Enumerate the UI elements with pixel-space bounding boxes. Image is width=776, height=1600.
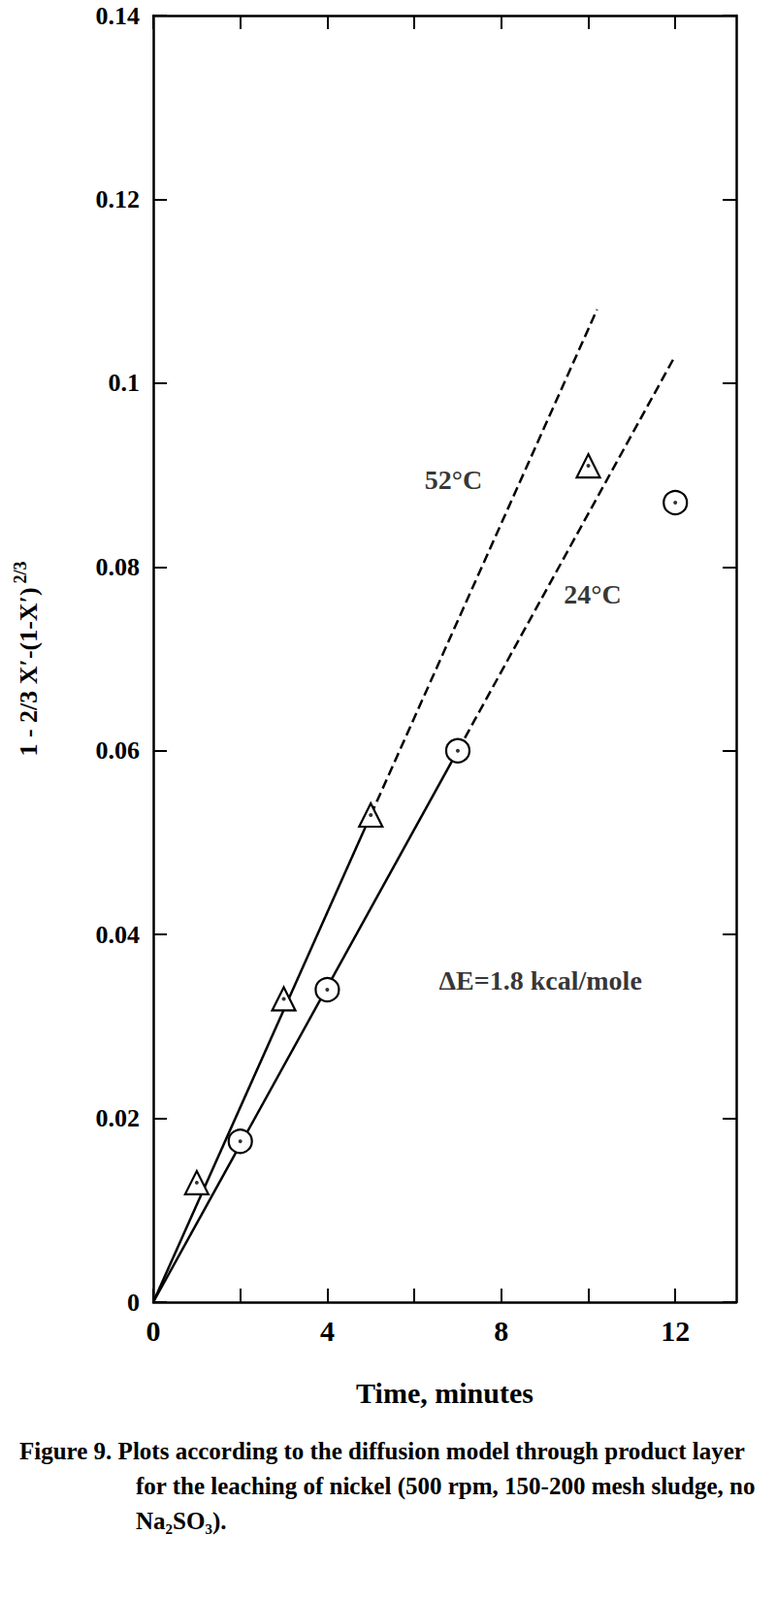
svg-text:0.12: 0.12 <box>96 185 141 214</box>
svg-text:Time, minutes: Time, minutes <box>355 1376 534 1409</box>
svg-text:12: 12 <box>660 1314 690 1347</box>
svg-text:1 - 2/3 X′-(1-X′): 1 - 2/3 X′-(1-X′) <box>14 586 43 756</box>
svg-text:0.14: 0.14 <box>96 1 141 31</box>
svg-text:24°C: 24°C <box>563 579 621 610</box>
svg-text:0: 0 <box>146 1314 162 1347</box>
svg-text:0.04: 0.04 <box>96 920 141 949</box>
svg-text:0.08: 0.08 <box>96 552 141 582</box>
svg-text:0.02: 0.02 <box>96 1103 141 1132</box>
svg-text:0.1: 0.1 <box>108 368 141 397</box>
svg-text:8: 8 <box>493 1314 509 1347</box>
svg-text:ΔE=1.8 kcal/mole: ΔE=1.8 kcal/mole <box>439 965 643 996</box>
svg-text:52°C: 52°C <box>424 464 483 495</box>
svg-text:0.06: 0.06 <box>96 736 141 765</box>
svg-text:2/3: 2/3 <box>10 560 31 583</box>
html-text:Figure 9. Plots according to t: Figure 9. Plots according to the diffusi… <box>19 1437 756 1534</box>
svg-text:4: 4 <box>320 1314 335 1347</box>
svg-text:0: 0 <box>127 1288 140 1317</box>
